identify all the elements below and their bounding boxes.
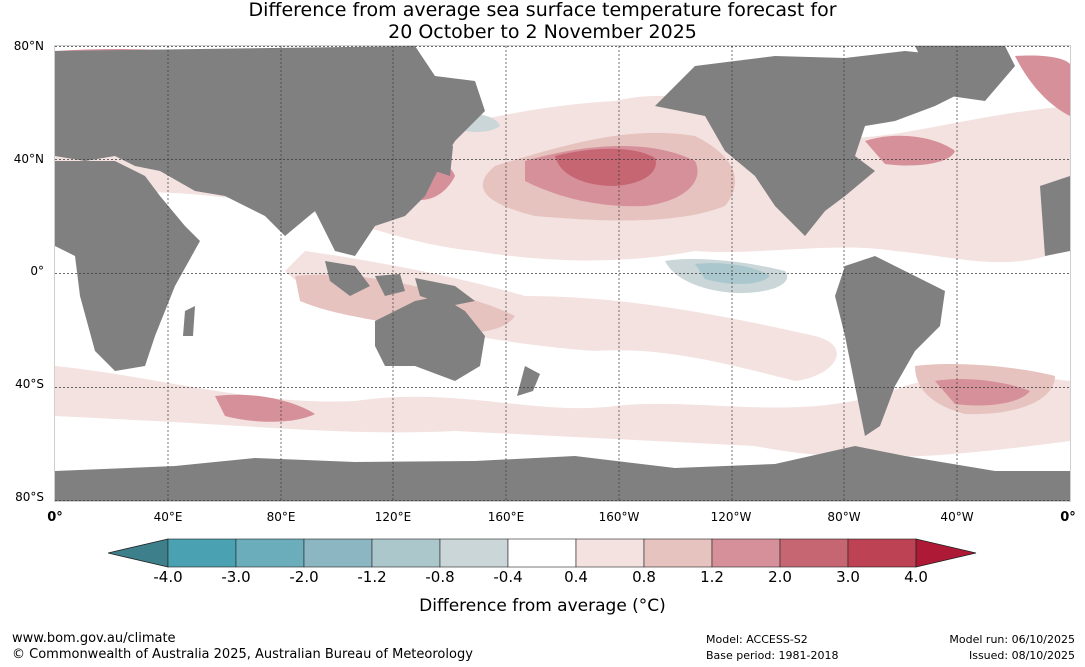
lon-label-120w: 120°W bbox=[710, 510, 752, 524]
maritime-continent-islands bbox=[325, 261, 475, 306]
colorbar bbox=[108, 538, 977, 568]
lon-label-40e: 40°E bbox=[153, 510, 183, 524]
colorbar-swatch bbox=[711, 538, 781, 568]
anomaly-north-pacific-peak bbox=[555, 148, 656, 186]
lon-label-160w: 160°W bbox=[598, 510, 640, 524]
map-title-line-1: Difference from average sea surface temp… bbox=[248, 0, 837, 21]
japan-islands bbox=[435, 141, 453, 176]
new-zealand-islands bbox=[517, 366, 540, 396]
colorbar-tick: -3.0 bbox=[221, 568, 251, 586]
lat-label-equator: 0° bbox=[30, 264, 44, 278]
colorbar-tick: 3.0 bbox=[836, 568, 860, 586]
colorbar-swatch bbox=[779, 538, 849, 568]
colorbar-tick: -0.4 bbox=[493, 568, 523, 586]
colorbar-arrow-low bbox=[108, 538, 169, 568]
colorbar-swatch bbox=[575, 538, 645, 568]
anomaly-northwest-atlantic bbox=[865, 135, 955, 166]
north-america-landmass bbox=[655, 51, 965, 236]
footer-model: Model: ACCESS-S2 bbox=[706, 633, 808, 646]
colorbar-tick: 4.0 bbox=[904, 568, 928, 586]
footer-base-period: Base period: 1981-2018 bbox=[706, 649, 839, 662]
footer-model-run: Model run: 06/10/2025 bbox=[949, 633, 1075, 646]
lon-label-80w: 80°W bbox=[827, 510, 861, 524]
colorbar-tick: -0.8 bbox=[425, 568, 455, 586]
lat-label-40s: 40°S bbox=[15, 377, 44, 391]
footer-copyright: © Commonwealth of Australia 2025, Austra… bbox=[12, 647, 473, 662]
map-title-line-2: 20 October to 2 November 2025 bbox=[388, 21, 697, 43]
africa-landmass bbox=[55, 161, 200, 371]
colorbar-arrow-high bbox=[915, 538, 977, 568]
lon-label-40w: 40°W bbox=[940, 510, 974, 524]
lat-label-80s: 80°S bbox=[15, 490, 44, 504]
footer-issued: Issued: 08/10/2025 bbox=[968, 649, 1075, 662]
colorbar-tick: 1.2 bbox=[700, 568, 724, 586]
lat-label-40n: 40°N bbox=[13, 152, 44, 166]
colorbar-swatch bbox=[439, 538, 509, 568]
anomaly-southern-indian bbox=[215, 394, 315, 422]
lon-label-0-left: 0° bbox=[47, 510, 63, 525]
map-canvas bbox=[55, 46, 1070, 501]
anomaly-arctic-east bbox=[1015, 55, 1070, 116]
anomaly-southern-ocean-broad bbox=[55, 366, 1070, 458]
colorbar-swatch bbox=[643, 538, 713, 568]
antarctica-landmass bbox=[55, 446, 1070, 501]
colorbar-tick: -2.0 bbox=[289, 568, 319, 586]
anomaly-south-atlantic-core bbox=[935, 379, 1030, 406]
graticule bbox=[55, 46, 1070, 501]
colorbar-swatch bbox=[371, 538, 441, 568]
south-america-landmass bbox=[835, 256, 945, 436]
colorbar-swatch bbox=[167, 538, 237, 568]
colorbar-tick: -4.0 bbox=[153, 568, 183, 586]
sst-anomaly-map bbox=[54, 45, 1071, 502]
colorbar-swatch bbox=[235, 538, 305, 568]
colorbar-tick: 2.0 bbox=[768, 568, 792, 586]
lat-label-80n: 80°N bbox=[13, 39, 44, 53]
madagascar-island bbox=[183, 306, 195, 336]
eastern-edge-landmass bbox=[1040, 176, 1070, 256]
footer-website: www.bom.gov.au/climate bbox=[12, 631, 176, 646]
greenland-landmass bbox=[915, 46, 1015, 101]
lon-label-0-right: 0° bbox=[1060, 510, 1076, 525]
colorbar-swatch bbox=[507, 538, 577, 568]
lon-label-160e: 160°E bbox=[487, 510, 525, 524]
australia-landmass bbox=[375, 296, 485, 381]
colorbar-title: Difference from average (°C) bbox=[419, 596, 666, 616]
colorbar-tick: 0.4 bbox=[564, 568, 588, 586]
land-layer bbox=[55, 46, 1070, 501]
colorbar-swatch bbox=[847, 538, 917, 568]
lon-label-120e: 120°E bbox=[374, 510, 412, 524]
eurasia-landmass bbox=[55, 46, 485, 256]
lon-label-80e: 80°E bbox=[266, 510, 296, 524]
colorbar-swatch bbox=[303, 538, 373, 568]
colorbar-tick: 0.8 bbox=[632, 568, 656, 586]
colorbar-tick: -1.2 bbox=[357, 568, 387, 586]
